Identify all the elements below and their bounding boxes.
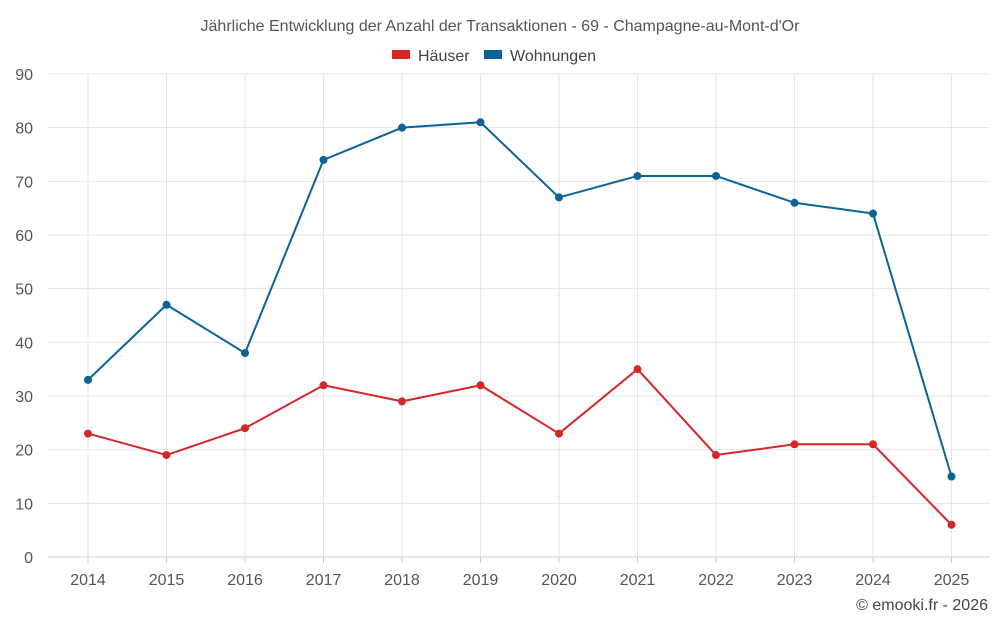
data-point-haeuser — [947, 520, 956, 529]
y-tick-label: 80 — [15, 121, 33, 138]
y-axis-ticks: 0 10 20 30 40 50 60 70 80 90 — [15, 67, 33, 567]
y-tick-label: 30 — [15, 389, 33, 406]
x-tick-label: 2025 — [934, 572, 970, 589]
data-point-wohnungen — [555, 193, 563, 202]
legend-swatch-haeuser — [392, 50, 410, 59]
legend-label-wohnungen: Wohnungen — [510, 48, 596, 65]
data-point-wohnungen — [476, 118, 485, 127]
legend-swatch-wohnungen — [484, 50, 502, 59]
data-point-haeuser — [790, 440, 799, 449]
data-point-wohnungen — [319, 155, 328, 164]
y-tick-label: 20 — [15, 443, 33, 460]
data-point-haeuser — [869, 440, 877, 449]
data-point-haeuser — [555, 429, 563, 438]
legend-label-haeuser: Häuser — [418, 48, 470, 65]
x-tick-label: 2014 — [70, 572, 106, 589]
legend: Häuser Wohnungen — [392, 48, 596, 65]
y-tick-label: 90 — [15, 67, 33, 84]
y-tick-label: 0 — [24, 550, 33, 567]
grid — [48, 73, 990, 563]
chart-title: Jährliche Entwicklung der Anzahl der Tra… — [201, 18, 801, 35]
y-tick-label: 10 — [15, 496, 33, 513]
x-tick-label: 2021 — [620, 572, 656, 589]
data-point-wohnungen — [633, 171, 642, 180]
data-point-wohnungen — [84, 375, 92, 384]
series-line-wohnungen — [87, 121, 953, 477]
data-point-wohnungen — [947, 472, 956, 481]
data-point-haeuser — [241, 424, 249, 433]
x-tick-label: 2015 — [149, 572, 185, 589]
credit-text: © emooki.fr - 2026 — [856, 597, 988, 614]
data-point-wohnungen — [790, 198, 799, 207]
x-axis-ticks: 2014 2015 2016 2017 2018 2019 2020 2021 2022 2023… — [70, 572, 969, 589]
data-point-wohnungen — [869, 209, 877, 218]
data-point-wohnungen — [398, 123, 406, 132]
data-point-wohnungen — [162, 300, 171, 309]
data-point-haeuser — [84, 429, 92, 438]
x-tick-label: 2016 — [227, 572, 263, 589]
x-tick-label: 2024 — [855, 572, 891, 589]
x-tick-label: 2017 — [306, 572, 342, 589]
data-series — [84, 118, 956, 529]
x-tick-label: 2019 — [463, 572, 499, 589]
data-point-haeuser — [398, 397, 406, 406]
data-point-haeuser — [476, 381, 485, 390]
y-tick-label: 50 — [15, 282, 33, 299]
y-tick-label: 60 — [15, 228, 33, 245]
data-point-haeuser — [319, 381, 328, 390]
x-tick-label: 2018 — [384, 572, 420, 589]
y-tick-label: 40 — [15, 335, 33, 352]
y-tick-label: 70 — [15, 174, 33, 191]
data-point-wohnungen — [712, 171, 720, 180]
data-point-haeuser — [162, 451, 171, 460]
x-tick-label: 2022 — [698, 572, 734, 589]
data-point-haeuser — [712, 451, 720, 460]
x-tick-label: 2020 — [541, 572, 577, 589]
data-point-haeuser — [633, 365, 642, 374]
series-line-haeuser — [87, 368, 953, 526]
x-tick-label: 2023 — [777, 572, 813, 589]
data-point-wohnungen — [241, 349, 249, 358]
